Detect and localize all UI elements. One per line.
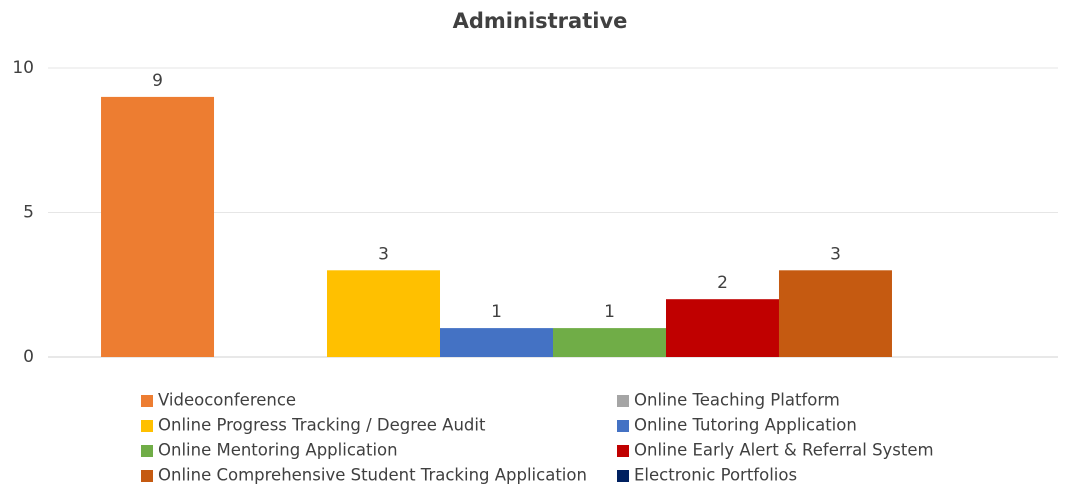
y-tick-label: 5 [23,203,34,223]
legend-swatch [141,395,153,407]
value-label: 1 [604,302,615,322]
chart-title: Administrative [453,9,628,33]
legend-text: Online Teaching Platform [634,391,840,410]
bar [778,270,892,357]
legend-text: Online Mentoring Application [158,441,398,460]
value-label: 3 [378,244,389,264]
bar [553,328,666,357]
legend-swatch [141,420,153,432]
legend-text: Online Early Alert & Referral System [634,441,934,460]
value-label: 3 [830,244,841,264]
bar [327,270,441,357]
legend-text: Online Tutoring Application [634,416,857,435]
legend-swatch [617,395,629,407]
legend-swatch [617,445,629,457]
legend-text: Online Comprehensive Student Tracking Ap… [158,466,587,485]
value-label: 2 [717,273,728,293]
legend-text: Electronic Portfolios [634,466,797,485]
legend-swatch [617,420,629,432]
value-label: 1 [491,302,502,322]
legend-swatch [617,470,629,482]
bar [101,96,215,358]
legend-text: Online Progress Tracking / Degree Audit [158,416,486,435]
y-tick-label: 10 [12,58,34,78]
legend-swatch [141,470,153,482]
bar [665,299,779,357]
value-label: 9 [152,71,163,91]
y-tick-label: 0 [23,347,34,367]
legend-swatch [141,445,153,457]
bar [440,328,553,357]
legend-text: Videoconference [158,391,296,410]
